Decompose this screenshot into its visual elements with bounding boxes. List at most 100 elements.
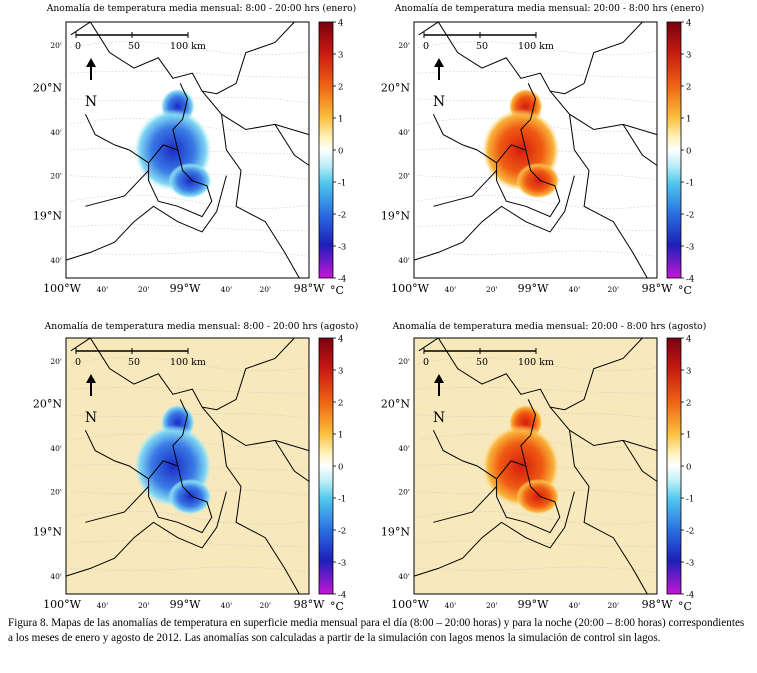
colorbar-tick-label: -3 <box>338 243 346 253</box>
lat-tick-label: 20' <box>50 172 62 181</box>
scale-label: 100 km <box>170 41 206 52</box>
contour-line <box>417 357 657 372</box>
contour-line <box>417 118 657 132</box>
state-border <box>569 114 648 279</box>
scale-label: 50 <box>476 357 488 368</box>
lon-tick-label: 99°W <box>518 598 549 611</box>
contour-line <box>417 224 657 232</box>
state-border <box>201 90 310 136</box>
colorbar-tick-label: 2 <box>338 83 343 93</box>
colorbar-tick-label: 1 <box>686 115 691 125</box>
lon-tick-label: 100°W <box>391 282 429 295</box>
lon-tick-label: 20' <box>259 285 271 294</box>
scale-label: 0 <box>423 357 429 368</box>
lat-tick-label: 19°N <box>381 210 410 223</box>
colorbar <box>318 21 334 279</box>
colorbar-tick-label: 0 <box>686 463 691 473</box>
lat-tick-label: 40' <box>398 572 410 581</box>
scale-label: 0 <box>423 41 429 52</box>
north-label: N <box>433 410 445 426</box>
lat-tick-label: 40' <box>50 444 62 453</box>
lon-tick-label: 40' <box>445 601 457 610</box>
state-border <box>496 144 561 218</box>
colorbar-tick-label: 3 <box>686 51 691 61</box>
state-border <box>418 337 643 411</box>
colorbar-tick-label: -1 <box>338 495 346 505</box>
lat-tick-label: 20' <box>398 172 410 181</box>
map-panel-night-aug: Anomalía de temperatura media mensual: 2… <box>381 321 706 612</box>
lon-tick-label: 40' <box>97 601 109 610</box>
contour-line <box>417 41 657 56</box>
lat-tick-label: 20°N <box>33 398 62 411</box>
lon-tick-label: 100°W <box>391 598 429 611</box>
state-border <box>65 175 227 261</box>
contour-line <box>417 463 657 471</box>
scale-label: 50 <box>476 41 488 52</box>
north-label: N <box>85 94 97 110</box>
lat-tick-label: 40' <box>398 256 410 265</box>
lon-tick-label: 40' <box>97 285 109 294</box>
contour-line <box>417 413 657 420</box>
lat-tick-label: 20' <box>398 41 410 50</box>
lat-tick-label: 20°N <box>381 398 410 411</box>
contour-line <box>69 357 309 372</box>
lat-tick-label: 20°N <box>33 82 62 95</box>
map-panel-night-jan: Anomalía de temperatura media mensual: 2… <box>381 3 704 297</box>
colorbar-tick-label: -3 <box>686 559 694 569</box>
scale-label: 50 <box>128 41 140 52</box>
contour-line <box>417 194 657 209</box>
colorbar-tick-label: 3 <box>338 367 343 377</box>
colorbar-tick-label: -2 <box>338 211 346 221</box>
lon-tick-label: 40' <box>221 601 233 610</box>
scale-label: 0 <box>75 357 81 368</box>
state-border <box>221 430 300 595</box>
state-border <box>172 83 189 151</box>
colorbar-tick-label: 3 <box>338 51 343 61</box>
lon-tick-label: 99°W <box>170 282 201 295</box>
colorbar-tick-label: 1 <box>686 431 691 441</box>
lat-tick-label: 20' <box>398 357 410 366</box>
contour-line <box>69 540 309 548</box>
anomaly-blob <box>168 162 212 199</box>
lat-tick-label: 20' <box>50 357 62 366</box>
colorbar-tick-label: 2 <box>686 83 691 93</box>
lat-tick-label: 40' <box>398 444 410 453</box>
north-label: N <box>433 94 445 110</box>
panel-title: Anomalía de temperatura media mensual: 8… <box>44 321 359 332</box>
colorbar-unit: °C <box>330 600 344 612</box>
contour-line <box>69 413 309 420</box>
colorbar-tick-label: 0 <box>338 147 343 157</box>
contour-line <box>69 463 309 471</box>
colorbar-tick-label: 3 <box>686 367 691 377</box>
lat-tick-label: 20' <box>398 488 410 497</box>
colorbar <box>666 21 682 279</box>
lon-tick-label: 40' <box>569 285 581 294</box>
colorbar-tick-label: 4 <box>686 335 691 345</box>
colorbar <box>318 337 334 595</box>
lon-tick-label: 40' <box>569 601 581 610</box>
state-border <box>569 430 648 595</box>
state-border <box>84 113 149 164</box>
colorbar <box>666 337 682 595</box>
state-border <box>549 90 658 136</box>
colorbar-tick-label: -4 <box>338 591 346 601</box>
state-border <box>148 144 213 218</box>
contour-line <box>417 250 657 257</box>
state-border <box>85 170 149 207</box>
colorbar-tick-label: 2 <box>338 399 343 409</box>
state-border <box>172 399 189 467</box>
contour-line <box>69 97 309 104</box>
colorbar-tick-label: 2 <box>686 399 691 409</box>
lat-tick-label: 19°N <box>33 210 62 223</box>
contour-line <box>69 194 309 209</box>
colorbar-tick-label: 4 <box>338 19 343 29</box>
contour-line <box>417 70 657 78</box>
colorbar-unit: °C <box>678 284 692 297</box>
panel-title: Anomalía de temperatura media mensual: 8… <box>46 3 357 14</box>
contour-line <box>69 566 309 573</box>
colorbar-tick-label: -2 <box>686 527 694 537</box>
state-border <box>65 491 227 577</box>
figure-caption: Figura 8. Mapas de las anomalías de temp… <box>8 617 745 644</box>
contour-line <box>417 173 657 180</box>
colorbar-tick-label: 1 <box>338 431 343 441</box>
